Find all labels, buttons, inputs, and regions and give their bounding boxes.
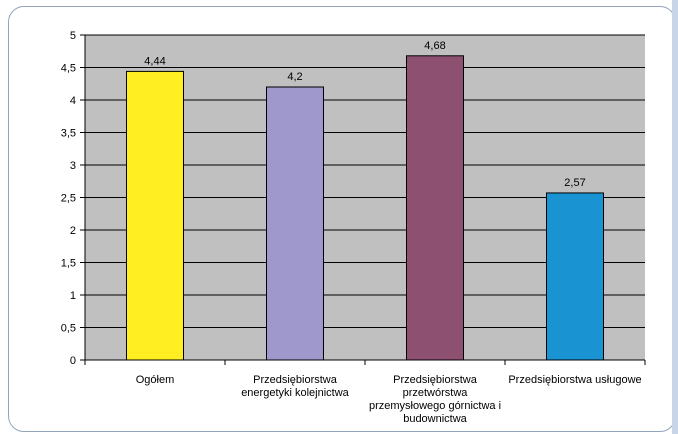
y-tick-label: 3	[70, 160, 76, 172]
y-tick-labels: 0 0,5 1 1,5 2 2,5 3 3,5 4 4,5 5	[61, 30, 76, 367]
bar	[126, 70, 184, 361]
y-tick-label: 0	[70, 355, 76, 367]
x-category-label: przetwórstwa	[403, 387, 469, 399]
x-category-label: budownictwa	[403, 413, 467, 425]
x-category-label: Przedsiębiorstwa	[253, 374, 338, 386]
data-label: 4,2	[287, 71, 302, 83]
y-tick-label: 1,5	[61, 258, 76, 270]
y-tick-label: 4	[70, 95, 76, 107]
x-category-label: energetyki kolejnictwa	[241, 387, 349, 399]
y-tick-label: 1	[70, 290, 76, 302]
axes	[80, 34, 646, 365]
data-label: 4,44	[144, 55, 165, 67]
y-tick-label: 4,5	[61, 63, 76, 75]
bar	[406, 55, 464, 361]
x-category-label: Przedsiębiorstwa	[393, 374, 478, 386]
side-border-strip	[672, 0, 678, 434]
y-tick-label: 5	[70, 30, 76, 42]
y-tick-label: 0,5	[61, 323, 76, 335]
y-tick-label: 2	[70, 225, 76, 237]
bar	[266, 86, 324, 361]
bars	[126, 55, 604, 361]
x-category-label: Przedsiębiorstwa usługowe	[508, 374, 641, 386]
data-label: 4,68	[424, 40, 445, 52]
bar	[546, 192, 604, 361]
data-label: 2,57	[564, 177, 585, 189]
y-tick-label: 3,5	[61, 128, 76, 140]
x-category-label: Ogółem	[136, 374, 175, 386]
data-labels: 4,44 4,2 4,68 2,57	[144, 40, 585, 189]
x-category-label: przemysłowego górnictwa i	[369, 400, 501, 412]
y-tick-label: 2,5	[61, 193, 76, 205]
